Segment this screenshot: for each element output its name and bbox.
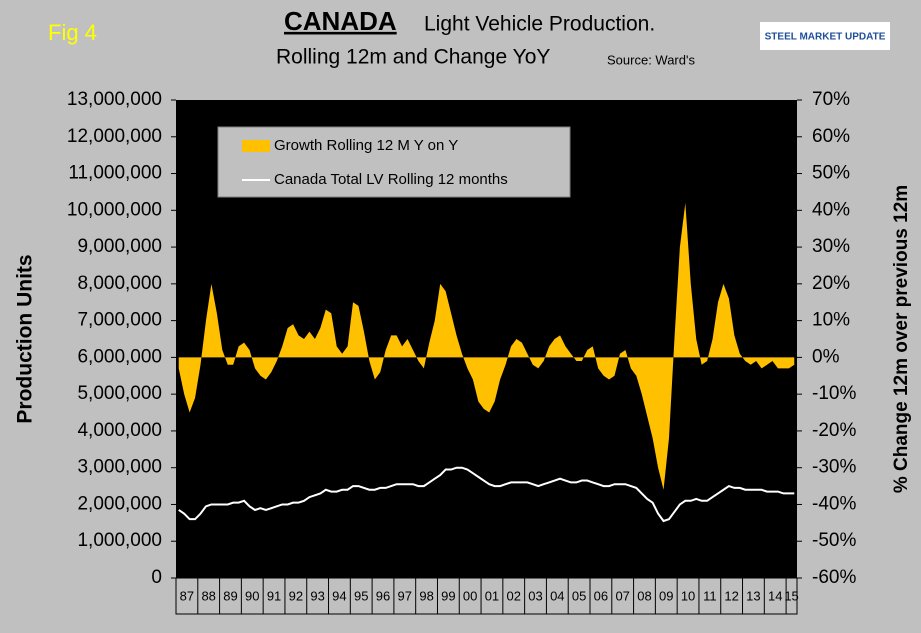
x-tick-label: 00 xyxy=(463,588,477,603)
y2-tick-label: 40% xyxy=(812,199,850,220)
logo-box xyxy=(760,22,890,50)
y-tick-label: 6,000,000 xyxy=(77,346,162,367)
x-tick-label: 05 xyxy=(572,588,586,603)
y2-tick-label: -60% xyxy=(812,567,856,588)
x-tick-label: 04 xyxy=(550,588,564,603)
x-tick-label: 94 xyxy=(332,588,346,603)
y2-tick-label: -30% xyxy=(812,457,856,478)
y-tick-label: 8,000,000 xyxy=(77,273,162,294)
logo: STEEL MARKET UPDATE xyxy=(760,22,890,50)
logo-text: STEEL MARKET UPDATE xyxy=(765,32,886,43)
x-tick-label: 14 xyxy=(768,588,782,603)
legend: Growth Rolling 12 M Y on Y Canada Total L… xyxy=(217,126,571,198)
x-tick-label: 89 xyxy=(223,588,237,603)
legend-swatch xyxy=(242,140,270,152)
y-tick-label: 1,000,000 xyxy=(77,530,162,551)
x-tick-label: 07 xyxy=(615,588,629,603)
x-tick-label: 92 xyxy=(289,588,303,603)
x-tick-label: 98 xyxy=(419,588,433,603)
y-tick-label: 11,000,000 xyxy=(68,163,162,184)
y-tick-label: 0 xyxy=(151,567,162,588)
y2-tick-label: 50% xyxy=(812,163,850,184)
chart-subtitle: Rolling 12m and Change YoY xyxy=(276,46,550,69)
y-tick-label: 2,000,000 xyxy=(77,493,162,514)
y-tick-label: 13,000,000 xyxy=(67,89,162,110)
y-tick-label: 4,000,000 xyxy=(77,420,162,441)
x-tick-label: 10 xyxy=(681,588,695,603)
x-tick-label: 03 xyxy=(528,588,542,603)
x-tick-label: 13 xyxy=(746,588,760,603)
y2-tick-label: 0% xyxy=(812,346,840,367)
x-tick-label: 97 xyxy=(398,588,412,603)
x-tick-label: 91 xyxy=(267,588,281,603)
x-tick-label: 08 xyxy=(637,588,651,603)
y-tick-label: 12,000,000 xyxy=(67,126,162,147)
x-tick-label: 90 xyxy=(245,588,259,603)
x-tick-label: 11 xyxy=(703,588,717,603)
y2-tick-label: 30% xyxy=(812,236,850,257)
y2-tick-label: -20% xyxy=(812,420,856,441)
x-tick-label: 01 xyxy=(485,588,499,603)
chart-title-rest: Light Vehicle Production. xyxy=(424,13,655,36)
x-tick-label: 12 xyxy=(724,588,738,603)
y-tick-label: 3,000,000 xyxy=(77,457,162,478)
legend-box xyxy=(217,126,571,198)
x-tick-label: 15 xyxy=(784,588,798,603)
fig-label: Fig 4 xyxy=(48,20,97,45)
growth-area xyxy=(178,202,795,490)
x-tick-label: 96 xyxy=(376,588,390,603)
y2-tick-label: 70% xyxy=(812,89,850,110)
x-axis-strip xyxy=(175,577,798,615)
y-axis-label: Production Units xyxy=(14,254,37,423)
legend-label: Canada Total LV Rolling 12 months xyxy=(274,171,508,188)
x-tick-label: 09 xyxy=(659,588,673,603)
chart-title: CANADA xyxy=(284,6,397,36)
x-tick-label: 02 xyxy=(507,588,521,603)
y2-tick-label: -40% xyxy=(812,493,856,514)
y2-tick-label: 20% xyxy=(812,273,850,294)
y2-tick-label: -50% xyxy=(812,530,856,551)
x-tick-label: 87 xyxy=(180,588,194,603)
y2-axis-label: % Change 12m over previous 12m xyxy=(891,185,912,493)
x-tick-label: 99 xyxy=(441,588,455,603)
x-tick-label: 88 xyxy=(201,588,215,603)
y-tick-label: 9,000,000 xyxy=(77,236,162,257)
y2-tick-label: 60% xyxy=(812,126,850,147)
y2-tick-label: 10% xyxy=(812,310,850,331)
y-tick-label: 5,000,000 xyxy=(77,383,162,404)
x-tick-label: 93 xyxy=(310,588,324,603)
legend-label: Growth Rolling 12 M Y on Y xyxy=(274,137,458,154)
x-tick-label: 06 xyxy=(594,588,608,603)
x-tick-label: 95 xyxy=(354,588,368,603)
y2-tick-label: -10% xyxy=(812,383,856,404)
total-line xyxy=(178,466,795,523)
source: Source: Ward's xyxy=(607,52,695,67)
y-tick-label: 10,000,000 xyxy=(67,199,162,220)
y-tick-label: 7,000,000 xyxy=(77,310,162,331)
